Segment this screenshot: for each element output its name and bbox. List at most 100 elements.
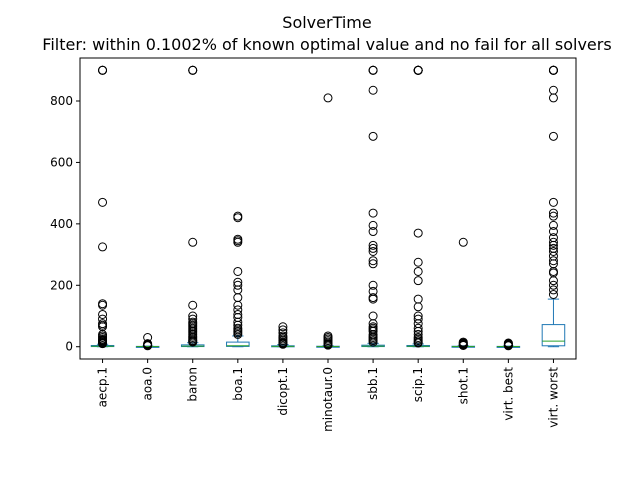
outlier-point <box>368 208 378 218</box>
outlier-point <box>413 65 423 75</box>
outlier-point <box>548 197 558 207</box>
outlier-point <box>458 237 468 247</box>
x-tick-label: scip.1 <box>411 367 425 402</box>
outlier-point <box>368 337 378 347</box>
outlier-point <box>98 300 108 310</box>
outlier-point <box>188 300 198 310</box>
outlier-point <box>368 227 378 237</box>
outlier-point <box>233 305 243 315</box>
outlier-point <box>413 257 423 267</box>
outlier-point <box>278 322 288 332</box>
outlier-point <box>548 280 558 290</box>
outlier-point <box>548 247 558 256</box>
outlier-point <box>98 242 108 252</box>
x-tick-label: aoa.0 <box>141 367 155 401</box>
x-tick-label: sbb.1 <box>366 367 380 400</box>
y-tick-label: 800 <box>50 94 73 108</box>
outlier-point <box>368 311 378 321</box>
box-group <box>90 65 115 349</box>
outlier-point <box>233 285 243 295</box>
outlier-point <box>503 341 513 351</box>
outlier-point <box>413 302 423 312</box>
outlier-point <box>548 131 558 141</box>
outlier-point <box>368 256 378 266</box>
plot-frame <box>79 57 577 360</box>
outlier-point <box>323 93 333 103</box>
outlier-point <box>188 65 198 75</box>
chart-subtitle: Filter: within 0.1002% of known optimal … <box>42 35 611 54</box>
outlier-point <box>548 233 558 243</box>
outlier-point <box>413 276 423 286</box>
outlier-point <box>548 285 558 295</box>
x-tick-label: dicopt.1 <box>276 367 290 416</box>
outlier-point <box>98 197 108 207</box>
outlier-point <box>233 293 243 303</box>
box-group <box>541 65 566 348</box>
y-tick-label: 600 <box>50 155 73 169</box>
x-tick-label: boa.1 <box>231 367 245 401</box>
outlier-point <box>548 227 558 237</box>
plot-area <box>90 65 566 351</box>
outlier-point <box>548 208 558 218</box>
outlier-point <box>548 240 558 250</box>
outlier-point <box>368 240 378 250</box>
outlier-point <box>188 337 198 347</box>
outlier-point <box>413 323 423 333</box>
iqr-box <box>226 341 250 347</box>
outlier-point <box>98 65 108 75</box>
outlier-point <box>188 237 198 247</box>
y-tick-label: 400 <box>50 217 73 231</box>
outlier-point <box>548 251 558 261</box>
outlier-point <box>368 220 378 230</box>
box-group <box>135 333 160 351</box>
outlier-point <box>98 309 108 319</box>
iqr-box <box>541 324 566 347</box>
outlier-point <box>548 211 558 221</box>
outlier-point <box>413 314 423 324</box>
outlier-point <box>413 338 423 348</box>
y-tick-label: 0 <box>65 340 73 354</box>
outlier-point <box>278 339 288 349</box>
outlier-point <box>368 259 378 269</box>
outlier-point <box>233 237 243 247</box>
outlier-point <box>548 65 558 75</box>
outlier-point <box>368 243 378 253</box>
outlier-point <box>233 329 243 339</box>
box-group <box>451 237 476 350</box>
outlier-point <box>413 228 423 238</box>
axes: 0 200 400 600 800 aecp.1 aoa.0 baron boa.1 dicopt… <box>50 94 560 432</box>
box-group <box>406 65 430 348</box>
outlier-point <box>548 93 558 103</box>
outlier-point <box>413 294 423 304</box>
outlier-point <box>548 290 558 299</box>
x-tick-label: virt. worst <box>546 367 560 428</box>
outlier-point <box>413 266 423 276</box>
outlier-point <box>548 256 558 266</box>
outlier-point <box>368 294 378 304</box>
x-tick-label: shot.1 <box>456 367 470 404</box>
outlier-point <box>368 65 378 75</box>
y-tick-label: 200 <box>50 278 73 292</box>
box-group <box>361 65 385 348</box>
chart-title: SolverTime <box>282 13 371 32</box>
box-group <box>226 211 250 348</box>
box-group <box>180 65 205 348</box>
outlier-point <box>458 340 468 350</box>
outlier-point <box>233 266 243 276</box>
x-tick-label: baron <box>186 367 200 402</box>
box-group <box>316 93 340 350</box>
outlier-point <box>368 247 378 256</box>
outlier-point <box>548 237 558 247</box>
outlier-point <box>368 131 378 141</box>
box-group <box>496 338 521 351</box>
outlier-point <box>368 85 378 95</box>
x-tick-label: minotaur.0 <box>321 367 335 432</box>
outlier-point <box>233 213 243 223</box>
outlier-point <box>98 339 108 349</box>
outlier-point <box>323 340 333 350</box>
x-tick-label: aecp.1 <box>96 367 110 407</box>
outlier-point <box>548 276 558 286</box>
outlier-point <box>413 319 423 329</box>
outlier-point <box>233 280 243 290</box>
